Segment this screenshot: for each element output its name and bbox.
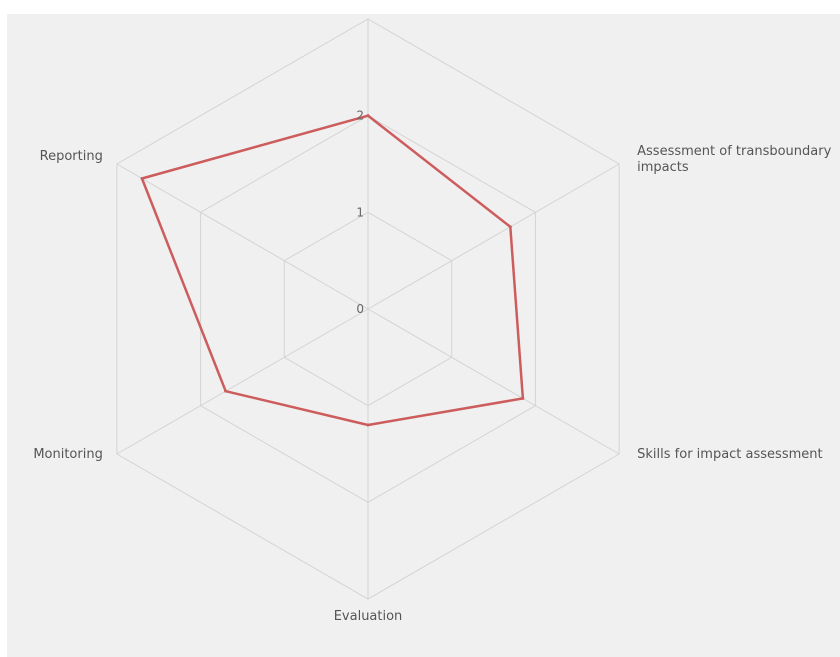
series-line-1 bbox=[140, 114, 525, 427]
clipped-header-title bbox=[0, 0, 840, 14]
radar-axes bbox=[116, 19, 620, 599]
data-point-3 bbox=[521, 396, 525, 400]
category-label-4: Evaluation bbox=[334, 609, 403, 624]
axis-line-2 bbox=[367, 163, 620, 310]
category-labels: Impact assessmentAssessment of transboun… bbox=[33, 144, 831, 624]
radar-panel: 0 1 2 Impact assessmentAssessment of trans… bbox=[7, 14, 840, 657]
data-point-6 bbox=[140, 177, 144, 180]
category-label-3: Skills for impact assessment bbox=[637, 447, 822, 462]
category-label-2: Assessment of transboundary impacts bbox=[637, 144, 831, 175]
data-point-4 bbox=[366, 423, 370, 427]
tick-label-0: 0 bbox=[356, 302, 364, 316]
radial-tick-labels: 0 1 2 bbox=[356, 109, 364, 316]
radar-chart: 0 1 2 Impact assessmentAssessment of trans… bbox=[33, 18, 832, 624]
data-point-1 bbox=[366, 114, 370, 118]
radar-series bbox=[140, 114, 525, 427]
axis-line-5 bbox=[116, 308, 369, 455]
category-label-6: Reporting bbox=[40, 149, 103, 164]
category-label-5: Monitoring bbox=[33, 447, 103, 462]
data-point-2 bbox=[508, 225, 512, 229]
tick-label-1: 1 bbox=[356, 205, 364, 219]
data-point-5 bbox=[224, 389, 228, 393]
tick-label-2: 2 bbox=[356, 109, 364, 123]
axis-line-6 bbox=[116, 163, 369, 310]
axis-line-3 bbox=[367, 308, 620, 455]
